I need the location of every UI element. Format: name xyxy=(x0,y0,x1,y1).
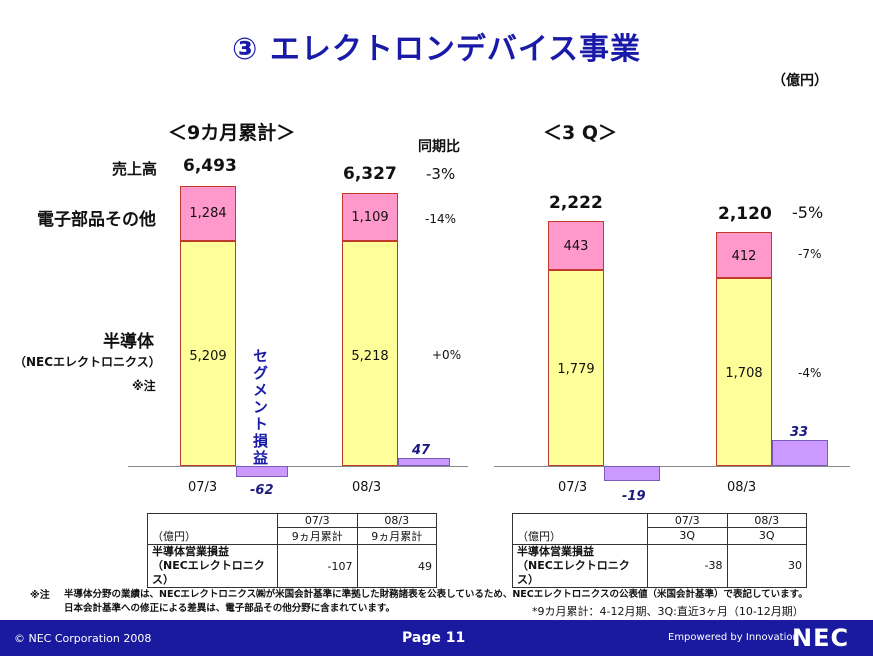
copyright: © NEC Corporation 2008 xyxy=(14,632,152,645)
right-bar2-other-value: 412 xyxy=(731,249,757,264)
right-yoy-other: -7% xyxy=(798,247,822,261)
right-bar1-other xyxy=(548,221,604,270)
yoy-label: 同期比 xyxy=(418,139,460,155)
segment-label: セグメント損益 xyxy=(251,348,269,467)
left-bar2-other xyxy=(342,193,398,241)
note-mark: ※注 xyxy=(30,590,50,601)
table-cell: -38 xyxy=(647,543,728,588)
table-row-label-line2: （NECエレクトロニクス） xyxy=(517,558,630,586)
left-bar1-semi xyxy=(180,241,236,466)
right-bar2-period: 08/3 xyxy=(727,480,757,495)
table-header: 3Q xyxy=(726,527,807,545)
table-row-label: 半導体営業損益 （NECエレクトロニクス） xyxy=(147,544,278,588)
right-bar1-other-value: 443 xyxy=(563,239,589,254)
left-bar1-other xyxy=(180,186,236,242)
table-row-label-line1: 半導体営業損益 xyxy=(517,544,594,558)
right-bar1-segment-value: -19 xyxy=(622,489,646,504)
semi-label: 半導体 xyxy=(103,332,154,352)
left-bar2-total: 6,327 xyxy=(343,164,397,184)
electronic-label: 電子部品その他 xyxy=(37,210,156,230)
table-header: 08/3 xyxy=(726,513,807,528)
table-unit: （億円） xyxy=(147,527,278,545)
footer-bar: © NEC Corporation 2008 Page 11 Empowered… xyxy=(0,620,873,656)
right-axis xyxy=(494,466,850,467)
left-yoy-total: -3% xyxy=(426,165,456,183)
table-header: 07/3 xyxy=(277,513,358,528)
right-bar2-semi xyxy=(716,277,772,466)
left-table: 07/3 08/3 （億円） 9ヵ月累計 9ヵ月累計 半導体営業損益 （NECエ… xyxy=(147,513,437,588)
table-header: 9ヵ月累計 xyxy=(356,527,437,545)
tagline: Empowered by Innovation xyxy=(668,632,799,643)
unit-label: （億円） xyxy=(772,73,828,89)
table-header: 08/3 xyxy=(356,513,437,528)
right-table: 07/3 08/3 （億円） 3Q 3Q 半導体営業損益 （NECエレクトロニク… xyxy=(512,513,807,588)
table-row-label-line1: 半導体営業損益 xyxy=(152,545,229,558)
left-bar2-semi-value: 5,218 xyxy=(351,349,389,364)
note-line1: 半導体分野の業績は、NECエレクトロニクス㈱が米国会計基準に準拠した財務諸表を公… xyxy=(64,589,808,600)
table-header: 07/3 xyxy=(647,513,728,528)
table-cell: -107 xyxy=(277,544,358,588)
left-yoy-semi: +0% xyxy=(432,348,462,362)
table-row-label-line2: （NECエレクトロニクス） xyxy=(152,559,265,586)
note-mark-label: ※注 xyxy=(132,379,156,393)
page-title: ③ エレクトロンデバイス事業 xyxy=(232,32,641,67)
right-bar2-other xyxy=(716,232,772,278)
left-bar1-segment-value: -62 xyxy=(250,483,274,498)
left-bar2-segment xyxy=(398,458,450,466)
left-bar2-period: 08/3 xyxy=(352,480,382,495)
left-bar2-semi xyxy=(342,240,398,466)
right-yoy-total: -5% xyxy=(792,203,824,222)
table-cell: 49 xyxy=(356,544,437,588)
left-panel-heading: ＜9カ月累計＞ xyxy=(168,122,296,144)
right-bar2-segment xyxy=(772,439,828,466)
right-bar2-semi-value: 1,708 xyxy=(725,366,763,381)
right-panel-heading: ＜3 Q＞ xyxy=(543,122,617,144)
table-corner xyxy=(512,513,648,528)
right-bar1-semi xyxy=(548,269,604,466)
left-bar1-semi-value: 5,209 xyxy=(189,349,227,364)
left-bar1-total: 6,493 xyxy=(183,156,237,176)
left-bar1-period: 07/3 xyxy=(188,480,218,495)
left-bar1-other-value: 1,284 xyxy=(189,206,227,221)
right-bar1-segment xyxy=(604,466,660,482)
table-unit: （億円） xyxy=(512,527,648,545)
left-axis xyxy=(128,466,468,467)
right-yoy-semi: -4% xyxy=(798,366,822,380)
right-bar2-total: 2,120 xyxy=(718,204,772,224)
right-bar1-total: 2,222 xyxy=(549,193,603,213)
right-bar1-semi-value: 1,779 xyxy=(557,362,595,377)
left-yoy-other: -14% xyxy=(425,212,457,226)
left-bar1-segment xyxy=(236,466,288,477)
table-corner xyxy=(147,513,278,528)
note-line2: 日本会計基準への修正による差異は、電子部品その他分野に含まれています。 xyxy=(64,603,395,614)
semi-sub-label: （NECエレクトロニクス） xyxy=(14,355,161,369)
table-row-label: 半導体営業損益 （NECエレクトロニクス） xyxy=(512,543,648,588)
sales-label: 売上高 xyxy=(112,160,158,178)
table-cell: 30 xyxy=(726,543,807,588)
table-header: 3Q xyxy=(647,527,728,545)
period-note: *9カ月累計：4-12月期、3Q:直近3ヶ月（10-12月期） xyxy=(532,605,804,618)
left-bar2-segment-value: 47 xyxy=(412,443,431,458)
right-bar2-segment-value: 33 xyxy=(790,425,809,440)
table-header: 9ヵ月累計 xyxy=(277,527,358,545)
nec-logo: NEC xyxy=(792,624,850,652)
right-bar1-period: 07/3 xyxy=(558,480,588,495)
left-bar2-other-value: 1,109 xyxy=(351,210,389,225)
page-number: Page 11 xyxy=(402,630,466,646)
